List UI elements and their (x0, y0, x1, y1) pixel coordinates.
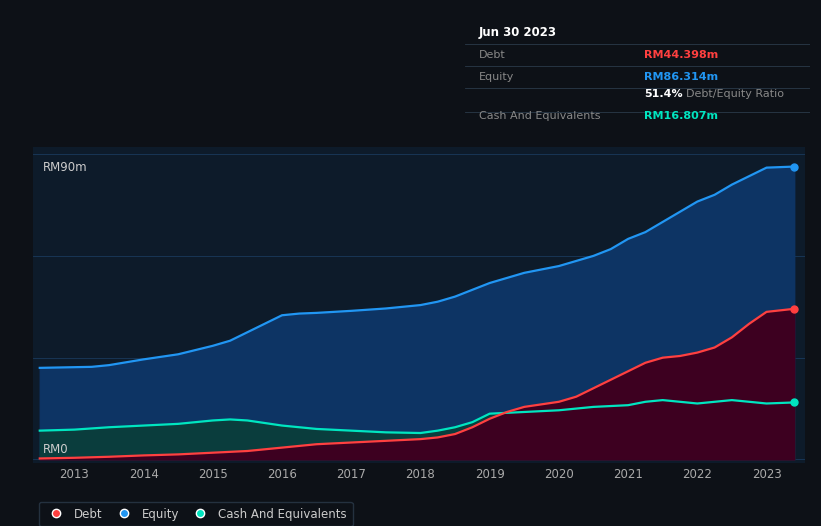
Text: Equity: Equity (479, 72, 514, 82)
Text: Debt/Equity Ratio: Debt/Equity Ratio (686, 89, 784, 99)
Text: RM44.398m: RM44.398m (644, 49, 718, 59)
Text: 51.4%: 51.4% (644, 89, 683, 99)
Text: Debt: Debt (479, 49, 506, 59)
Text: Cash And Equivalents: Cash And Equivalents (479, 111, 600, 121)
Text: RM16.807m: RM16.807m (644, 111, 718, 121)
Text: RM86.314m: RM86.314m (644, 72, 718, 82)
Legend: Debt, Equity, Cash And Equivalents: Debt, Equity, Cash And Equivalents (39, 502, 353, 526)
Text: RM0: RM0 (44, 443, 69, 456)
Text: RM90m: RM90m (44, 161, 88, 174)
Text: Jun 30 2023: Jun 30 2023 (479, 26, 557, 39)
